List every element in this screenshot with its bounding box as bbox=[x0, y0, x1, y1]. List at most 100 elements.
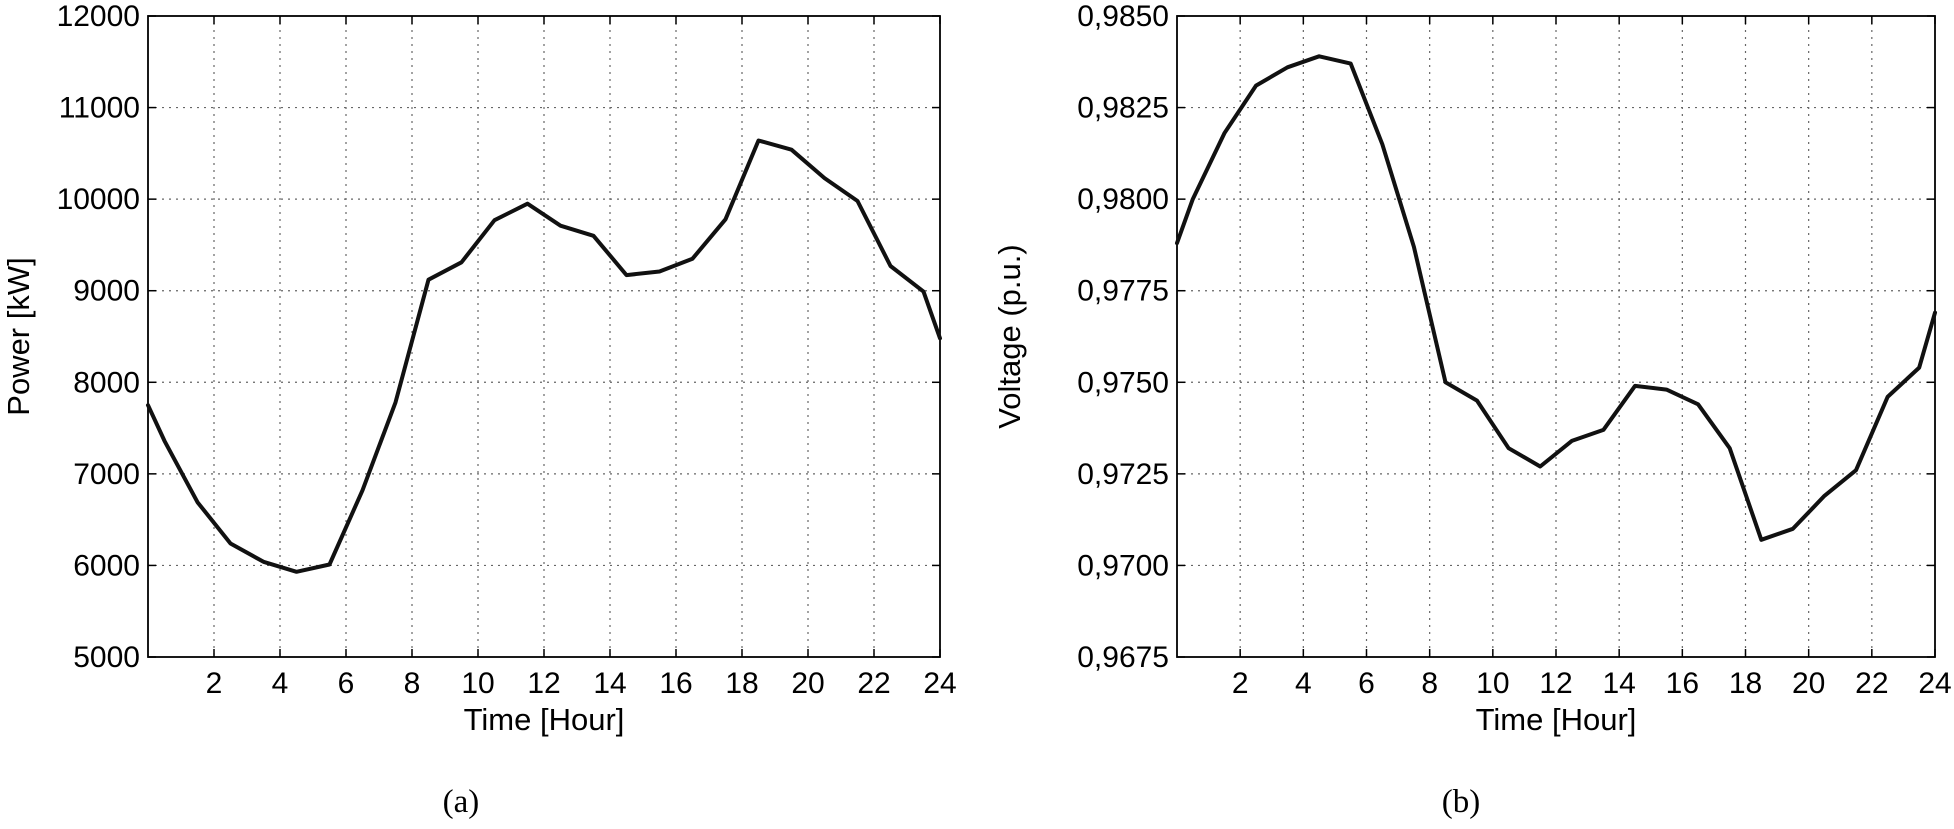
y-tick-label: 10000 bbox=[57, 183, 140, 216]
data-point bbox=[1175, 241, 1179, 245]
data-point bbox=[1507, 446, 1511, 450]
data-point bbox=[1475, 399, 1479, 403]
x-tick-label: 2 bbox=[1232, 667, 1249, 700]
plot-area bbox=[1177, 16, 1935, 657]
data-point bbox=[823, 176, 827, 180]
x-tick-label: 12 bbox=[527, 667, 560, 700]
x-tick-label: 14 bbox=[593, 667, 626, 700]
data-point bbox=[361, 488, 365, 492]
data-point bbox=[658, 270, 662, 274]
y-tick-label: 0,9750 bbox=[1077, 366, 1169, 399]
y-tick-label: 12000 bbox=[57, 0, 140, 33]
figure-caption: (b) bbox=[1442, 784, 1480, 820]
data-point bbox=[460, 260, 464, 264]
data-point bbox=[394, 400, 398, 404]
y-axis-label: Power [kW] bbox=[1, 257, 36, 415]
y-tick-label: 7000 bbox=[73, 458, 140, 491]
voltage-chart: 2 4 6 8 10 12 14 16 18 20 22 240,96750,97000,97250,… bbox=[992, 0, 1952, 820]
power-chart: 2 4 6 8 10 12 14 16 18 20 22 2450006000700080009000… bbox=[1, 0, 957, 820]
data-point bbox=[427, 278, 431, 282]
x-tick-label: 12 bbox=[1539, 667, 1572, 700]
data-point bbox=[262, 560, 266, 564]
data-point bbox=[1349, 62, 1353, 66]
y-tick-label: 6000 bbox=[73, 549, 140, 582]
x-axis-label: Time [Hour] bbox=[464, 702, 625, 737]
data-point bbox=[1759, 538, 1763, 542]
data-point bbox=[526, 202, 530, 206]
data-point bbox=[1917, 366, 1921, 370]
x-tick-label: 20 bbox=[791, 667, 824, 700]
x-tick-label: 4 bbox=[272, 667, 289, 700]
x-tick-label: 24 bbox=[1918, 667, 1951, 700]
data-point bbox=[938, 336, 942, 340]
data-point bbox=[1286, 65, 1290, 69]
x-tick-label: 10 bbox=[461, 667, 494, 700]
data-point bbox=[1444, 380, 1448, 384]
x-tick-label: 22 bbox=[857, 667, 890, 700]
data-point bbox=[691, 257, 695, 261]
data-point bbox=[1254, 84, 1258, 88]
series-line bbox=[1175, 54, 1937, 542]
data-point bbox=[559, 224, 563, 228]
x-tick-label: 10 bbox=[1476, 667, 1509, 700]
y-tick-label: 0,9850 bbox=[1077, 0, 1169, 33]
x-tick-label: 22 bbox=[1855, 667, 1888, 700]
data-point bbox=[163, 439, 167, 443]
data-point bbox=[592, 234, 596, 238]
x-tick-label: 6 bbox=[338, 667, 355, 700]
x-tick-label: 16 bbox=[1666, 667, 1699, 700]
y-tick-label: 5000 bbox=[73, 641, 140, 674]
data-point bbox=[1823, 494, 1827, 498]
data-point bbox=[1633, 384, 1637, 388]
y-tick-label: 0,9800 bbox=[1077, 183, 1169, 216]
data-point bbox=[1696, 402, 1700, 406]
y-tick-label: 11000 bbox=[59, 92, 140, 125]
x-tick-label: 8 bbox=[404, 667, 421, 700]
series-line bbox=[146, 138, 942, 574]
data-point bbox=[493, 218, 497, 222]
data-point bbox=[625, 273, 629, 277]
data-point bbox=[328, 563, 332, 567]
data-point bbox=[1791, 527, 1795, 531]
x-tick-label: 2 bbox=[206, 667, 223, 700]
data-point bbox=[1412, 245, 1416, 249]
data-point bbox=[1191, 197, 1195, 201]
data-point bbox=[1728, 446, 1732, 450]
data-point bbox=[196, 500, 200, 504]
data-point bbox=[1933, 311, 1937, 315]
data-point bbox=[1317, 54, 1321, 58]
data-point bbox=[1665, 388, 1669, 392]
x-tick-label: 14 bbox=[1602, 667, 1635, 700]
data-point bbox=[724, 217, 728, 221]
figure-caption: (a) bbox=[443, 784, 480, 820]
data-point bbox=[229, 542, 233, 546]
data-point bbox=[1854, 468, 1858, 472]
x-tick-label: 18 bbox=[1729, 667, 1762, 700]
data-point bbox=[1538, 465, 1542, 469]
data-point bbox=[757, 139, 761, 143]
data-point bbox=[1380, 142, 1384, 146]
data-point bbox=[146, 403, 150, 407]
x-tick-label: 4 bbox=[1295, 667, 1312, 700]
y-tick-label: 9000 bbox=[73, 275, 140, 308]
y-tick-label: 0,9675 bbox=[1077, 641, 1169, 674]
data-point bbox=[1570, 439, 1574, 443]
y-tick-label: 0,9825 bbox=[1077, 92, 1169, 125]
data-point bbox=[922, 290, 926, 294]
x-tick-label: 20 bbox=[1792, 667, 1825, 700]
x-tick-label: 8 bbox=[1421, 667, 1438, 700]
y-tick-label: 8000 bbox=[73, 366, 140, 399]
data-point bbox=[295, 570, 299, 574]
x-tick-label: 24 bbox=[923, 667, 956, 700]
data-point bbox=[856, 199, 860, 203]
x-tick-label: 6 bbox=[1358, 667, 1375, 700]
x-axis-label: Time [Hour] bbox=[1476, 702, 1637, 737]
data-point bbox=[1222, 131, 1226, 135]
data-point bbox=[790, 148, 794, 152]
x-tick-label: 16 bbox=[659, 667, 692, 700]
data-point bbox=[1601, 428, 1605, 432]
data-point bbox=[1886, 395, 1890, 399]
x-tick-label: 18 bbox=[725, 667, 758, 700]
